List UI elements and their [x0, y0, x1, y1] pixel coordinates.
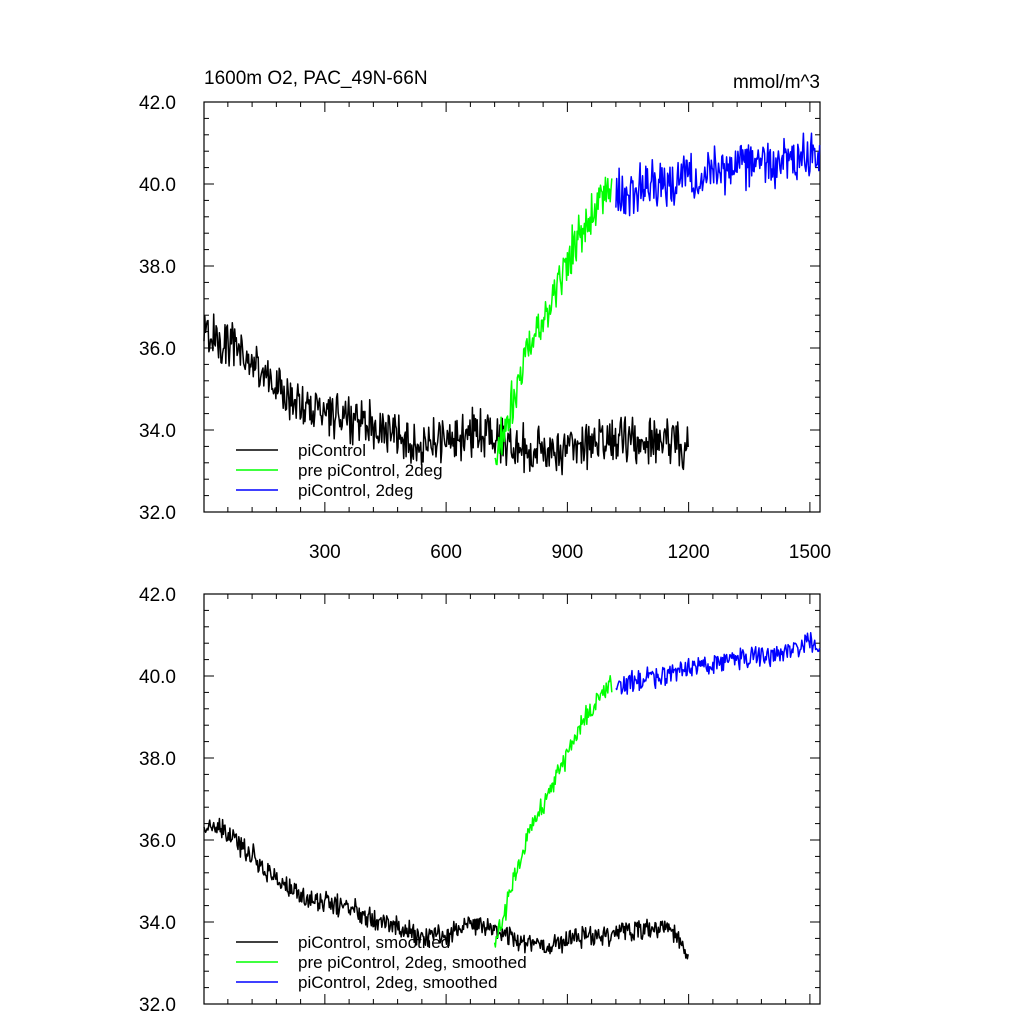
y-tick-label: 36.0 — [139, 339, 176, 360]
x-tick-label: 1200 — [667, 542, 709, 563]
plot-frame — [203, 593, 821, 1005]
bottom-panel: 32.0 34.0 36.0 38.0 40.0 42.0 piControl, smoot… — [139, 585, 821, 1016]
y-tick-label: 36.0 — [139, 831, 176, 852]
legend-label: piControl — [298, 441, 366, 460]
y-tick-label: 34.0 — [139, 421, 176, 442]
x-tick-label: 900 — [552, 542, 584, 563]
series-line — [203, 817, 689, 960]
figure-title: 1600m O2, PAC_49N-66N — [204, 68, 428, 89]
legend-label: pre piControl, 2deg, smoothed — [298, 953, 527, 972]
series-line — [493, 675, 613, 948]
legend-label: piControl, smoothed — [298, 933, 450, 952]
y-tick-label: 40.0 — [139, 175, 176, 196]
y-tick-label: 32.0 — [139, 995, 176, 1016]
units-label: mmol/m^3 — [733, 72, 820, 93]
series-line — [615, 632, 821, 695]
y-tick-label: 38.0 — [139, 257, 176, 278]
top-panel: 32.0 34.0 36.0 38.0 40.0 42.0 300 600 900 1200 150… — [139, 93, 831, 563]
legend-label: piControl, 2deg, smoothed — [298, 973, 497, 992]
y-tick-label: 38.0 — [139, 749, 176, 770]
y-tick-label: 42.0 — [139, 585, 176, 606]
x-tick-label: 600 — [430, 542, 462, 563]
x-tick-label: 300 — [309, 542, 341, 563]
y-tick-label: 34.0 — [139, 913, 176, 934]
y-tick-label: 40.0 — [139, 667, 176, 688]
plot-frame — [203, 101, 821, 513]
legend-label: pre piControl, 2deg — [298, 461, 443, 480]
series-line — [203, 313, 689, 476]
x-tick-label: 1500 — [789, 542, 831, 563]
series-line — [494, 176, 613, 466]
series-line — [615, 132, 821, 217]
y-tick-label: 32.0 — [139, 503, 176, 524]
y-tick-label: 42.0 — [139, 93, 176, 114]
legend-label: piControl, 2deg — [298, 481, 413, 500]
